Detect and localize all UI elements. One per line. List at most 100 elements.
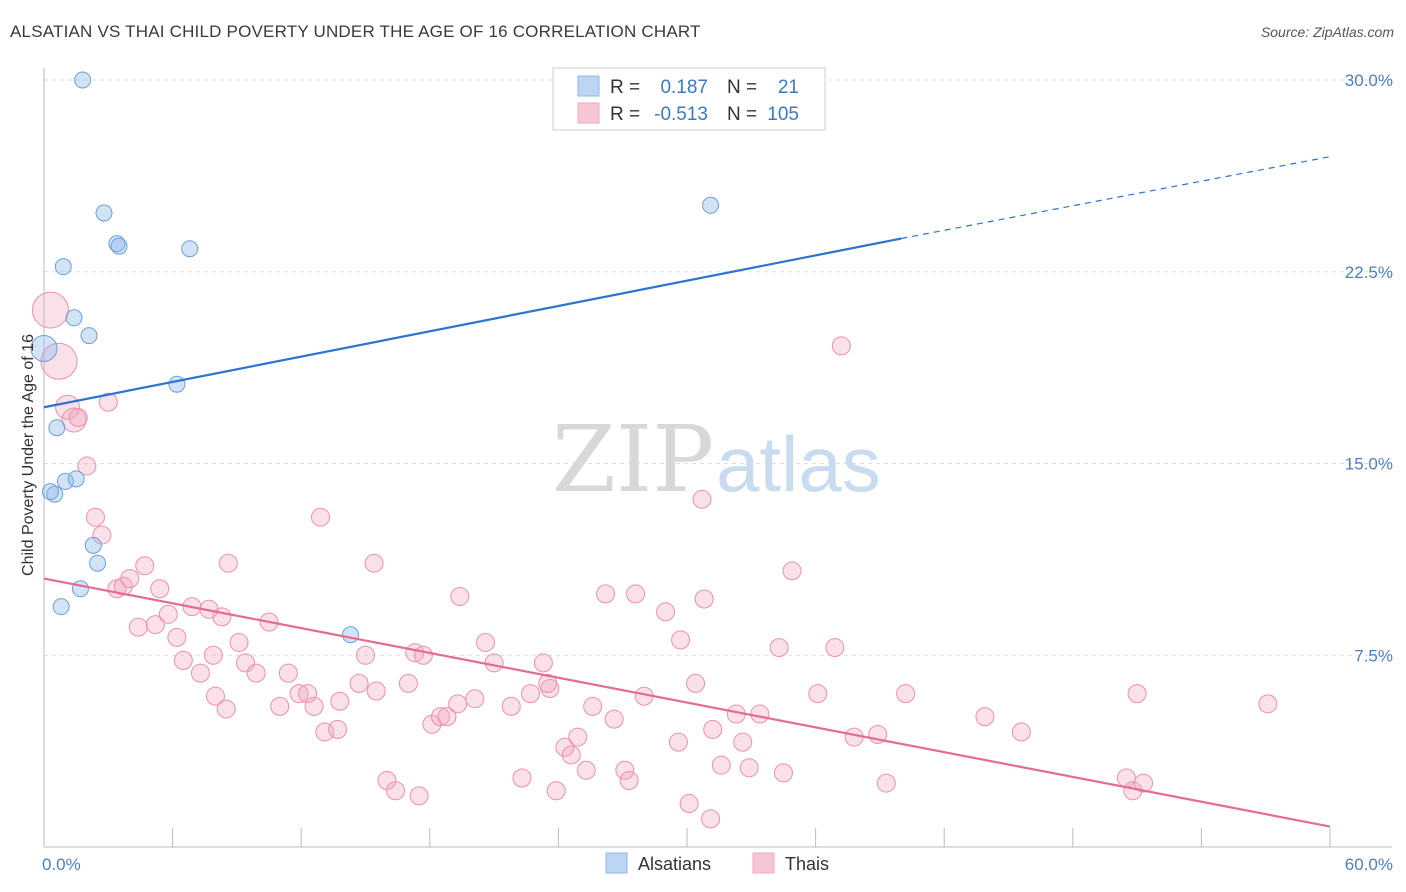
thai-point bbox=[1258, 694, 1278, 714]
thai-point bbox=[128, 617, 148, 637]
thai-point bbox=[703, 719, 723, 739]
alsatian-point bbox=[52, 598, 70, 616]
thai-point bbox=[668, 732, 688, 752]
alsatian-point bbox=[71, 580, 89, 598]
thai-point bbox=[216, 699, 236, 719]
thai-point bbox=[173, 650, 193, 670]
thai-point bbox=[203, 645, 223, 665]
bottom-legend-swatch-thais bbox=[752, 852, 775, 874]
alsatian-point bbox=[80, 327, 98, 345]
legend-r-value-1: 0.187 bbox=[660, 77, 708, 98]
thai-point bbox=[413, 645, 433, 665]
alsatian-point bbox=[95, 204, 113, 222]
x-tick-label: 60.0% bbox=[1345, 855, 1393, 874]
source-label: Source: ZipAtlas.com bbox=[1260, 24, 1394, 40]
thai-point bbox=[975, 707, 995, 727]
thai-point bbox=[190, 663, 210, 683]
thai-point bbox=[356, 645, 375, 665]
thai-point bbox=[158, 604, 178, 624]
thai-point bbox=[671, 630, 691, 650]
thai-point bbox=[450, 586, 470, 606]
thai-point bbox=[328, 719, 348, 739]
thai-point bbox=[583, 696, 603, 716]
thai-point bbox=[1127, 684, 1147, 704]
alsatian-trend-line bbox=[43, 237, 902, 409]
thai-point bbox=[604, 709, 624, 729]
alsatian-point bbox=[67, 470, 85, 488]
axes bbox=[43, 68, 1392, 848]
thai-point bbox=[150, 579, 170, 599]
y-tick-label: 15.0% bbox=[1345, 455, 1393, 474]
watermark-zip: ZIP bbox=[552, 406, 714, 513]
bottom-legend: Alsatians Thais bbox=[605, 852, 829, 874]
thai-point bbox=[270, 696, 290, 716]
thai-point bbox=[533, 653, 553, 673]
alsatian-point bbox=[168, 375, 186, 393]
legend-box: R = 0.187 N = 21 R = -0.513 N = 105 bbox=[552, 67, 826, 131]
thai-point bbox=[304, 696, 324, 716]
alsatian-point bbox=[702, 196, 720, 214]
x-tick-labels: 0.0% 60.0% bbox=[42, 855, 1393, 874]
thai-point bbox=[31, 291, 69, 329]
thai-point bbox=[750, 704, 770, 724]
thai-point bbox=[366, 681, 386, 701]
thai-point bbox=[679, 794, 699, 814]
thai-point bbox=[576, 760, 596, 780]
thai-point bbox=[120, 569, 140, 589]
y-tick-labels: 7.5% 15.0% 22.5% 30.0% bbox=[1345, 71, 1393, 665]
thai-points bbox=[31, 291, 1278, 829]
thai-point bbox=[235, 653, 255, 673]
thai-point bbox=[769, 638, 789, 658]
thai-point bbox=[386, 781, 406, 801]
alsatian-point bbox=[30, 334, 58, 362]
thai-point bbox=[229, 632, 249, 652]
legend-r-label-1: R = bbox=[610, 77, 640, 98]
thai-point bbox=[596, 584, 616, 604]
chart-title: ALSATIAN VS THAI CHILD POVERTY UNDER THE… bbox=[10, 22, 701, 41]
alsatian-point bbox=[84, 536, 102, 554]
alsatian-points bbox=[30, 71, 720, 644]
thai-point bbox=[85, 507, 105, 527]
thai-point bbox=[1134, 773, 1154, 793]
thai-point bbox=[546, 781, 566, 801]
thai-point bbox=[246, 663, 266, 683]
thai-point bbox=[431, 707, 451, 727]
y-tick-label: 30.0% bbox=[1345, 71, 1393, 90]
thai-point bbox=[733, 732, 753, 752]
thai-point bbox=[398, 673, 418, 693]
thai-point bbox=[831, 336, 851, 356]
grid-lines bbox=[44, 79, 1392, 656]
legend-n-value-1: 21 bbox=[778, 77, 799, 98]
thai-point bbox=[330, 691, 350, 711]
alsatian-point bbox=[89, 554, 107, 572]
thai-point bbox=[692, 489, 712, 509]
bottom-legend-label-thais: Thais bbox=[785, 854, 829, 874]
thai-point bbox=[773, 763, 793, 783]
legend-swatch-alsatians bbox=[577, 75, 600, 97]
alsatian-point bbox=[181, 240, 199, 258]
thai-point bbox=[218, 553, 238, 573]
alsatian-point bbox=[341, 626, 359, 644]
thai-point bbox=[876, 773, 896, 793]
x-tick-label: 0.0% bbox=[42, 855, 81, 874]
thai-point bbox=[512, 768, 532, 788]
thai-point bbox=[615, 760, 635, 780]
alsatian-point bbox=[48, 419, 66, 437]
thai-point bbox=[476, 632, 496, 652]
thai-point bbox=[626, 584, 646, 604]
thai-point bbox=[205, 686, 225, 706]
thai-point bbox=[364, 553, 384, 573]
y-axis-label: Child Poverty Under the Age of 16 bbox=[20, 334, 37, 576]
legend-n-label-2: N = bbox=[727, 104, 757, 125]
thai-point bbox=[465, 689, 485, 709]
legend-r-label-2: R = bbox=[610, 104, 640, 125]
thai-point bbox=[501, 696, 521, 716]
thai-point bbox=[538, 673, 558, 693]
thai-point bbox=[349, 673, 369, 693]
trend-lines bbox=[43, 156, 1331, 828]
thai-point bbox=[437, 707, 457, 727]
watermark: ZIP atlas bbox=[552, 406, 881, 513]
thai-point bbox=[310, 507, 330, 527]
alsatian-point bbox=[54, 258, 72, 276]
